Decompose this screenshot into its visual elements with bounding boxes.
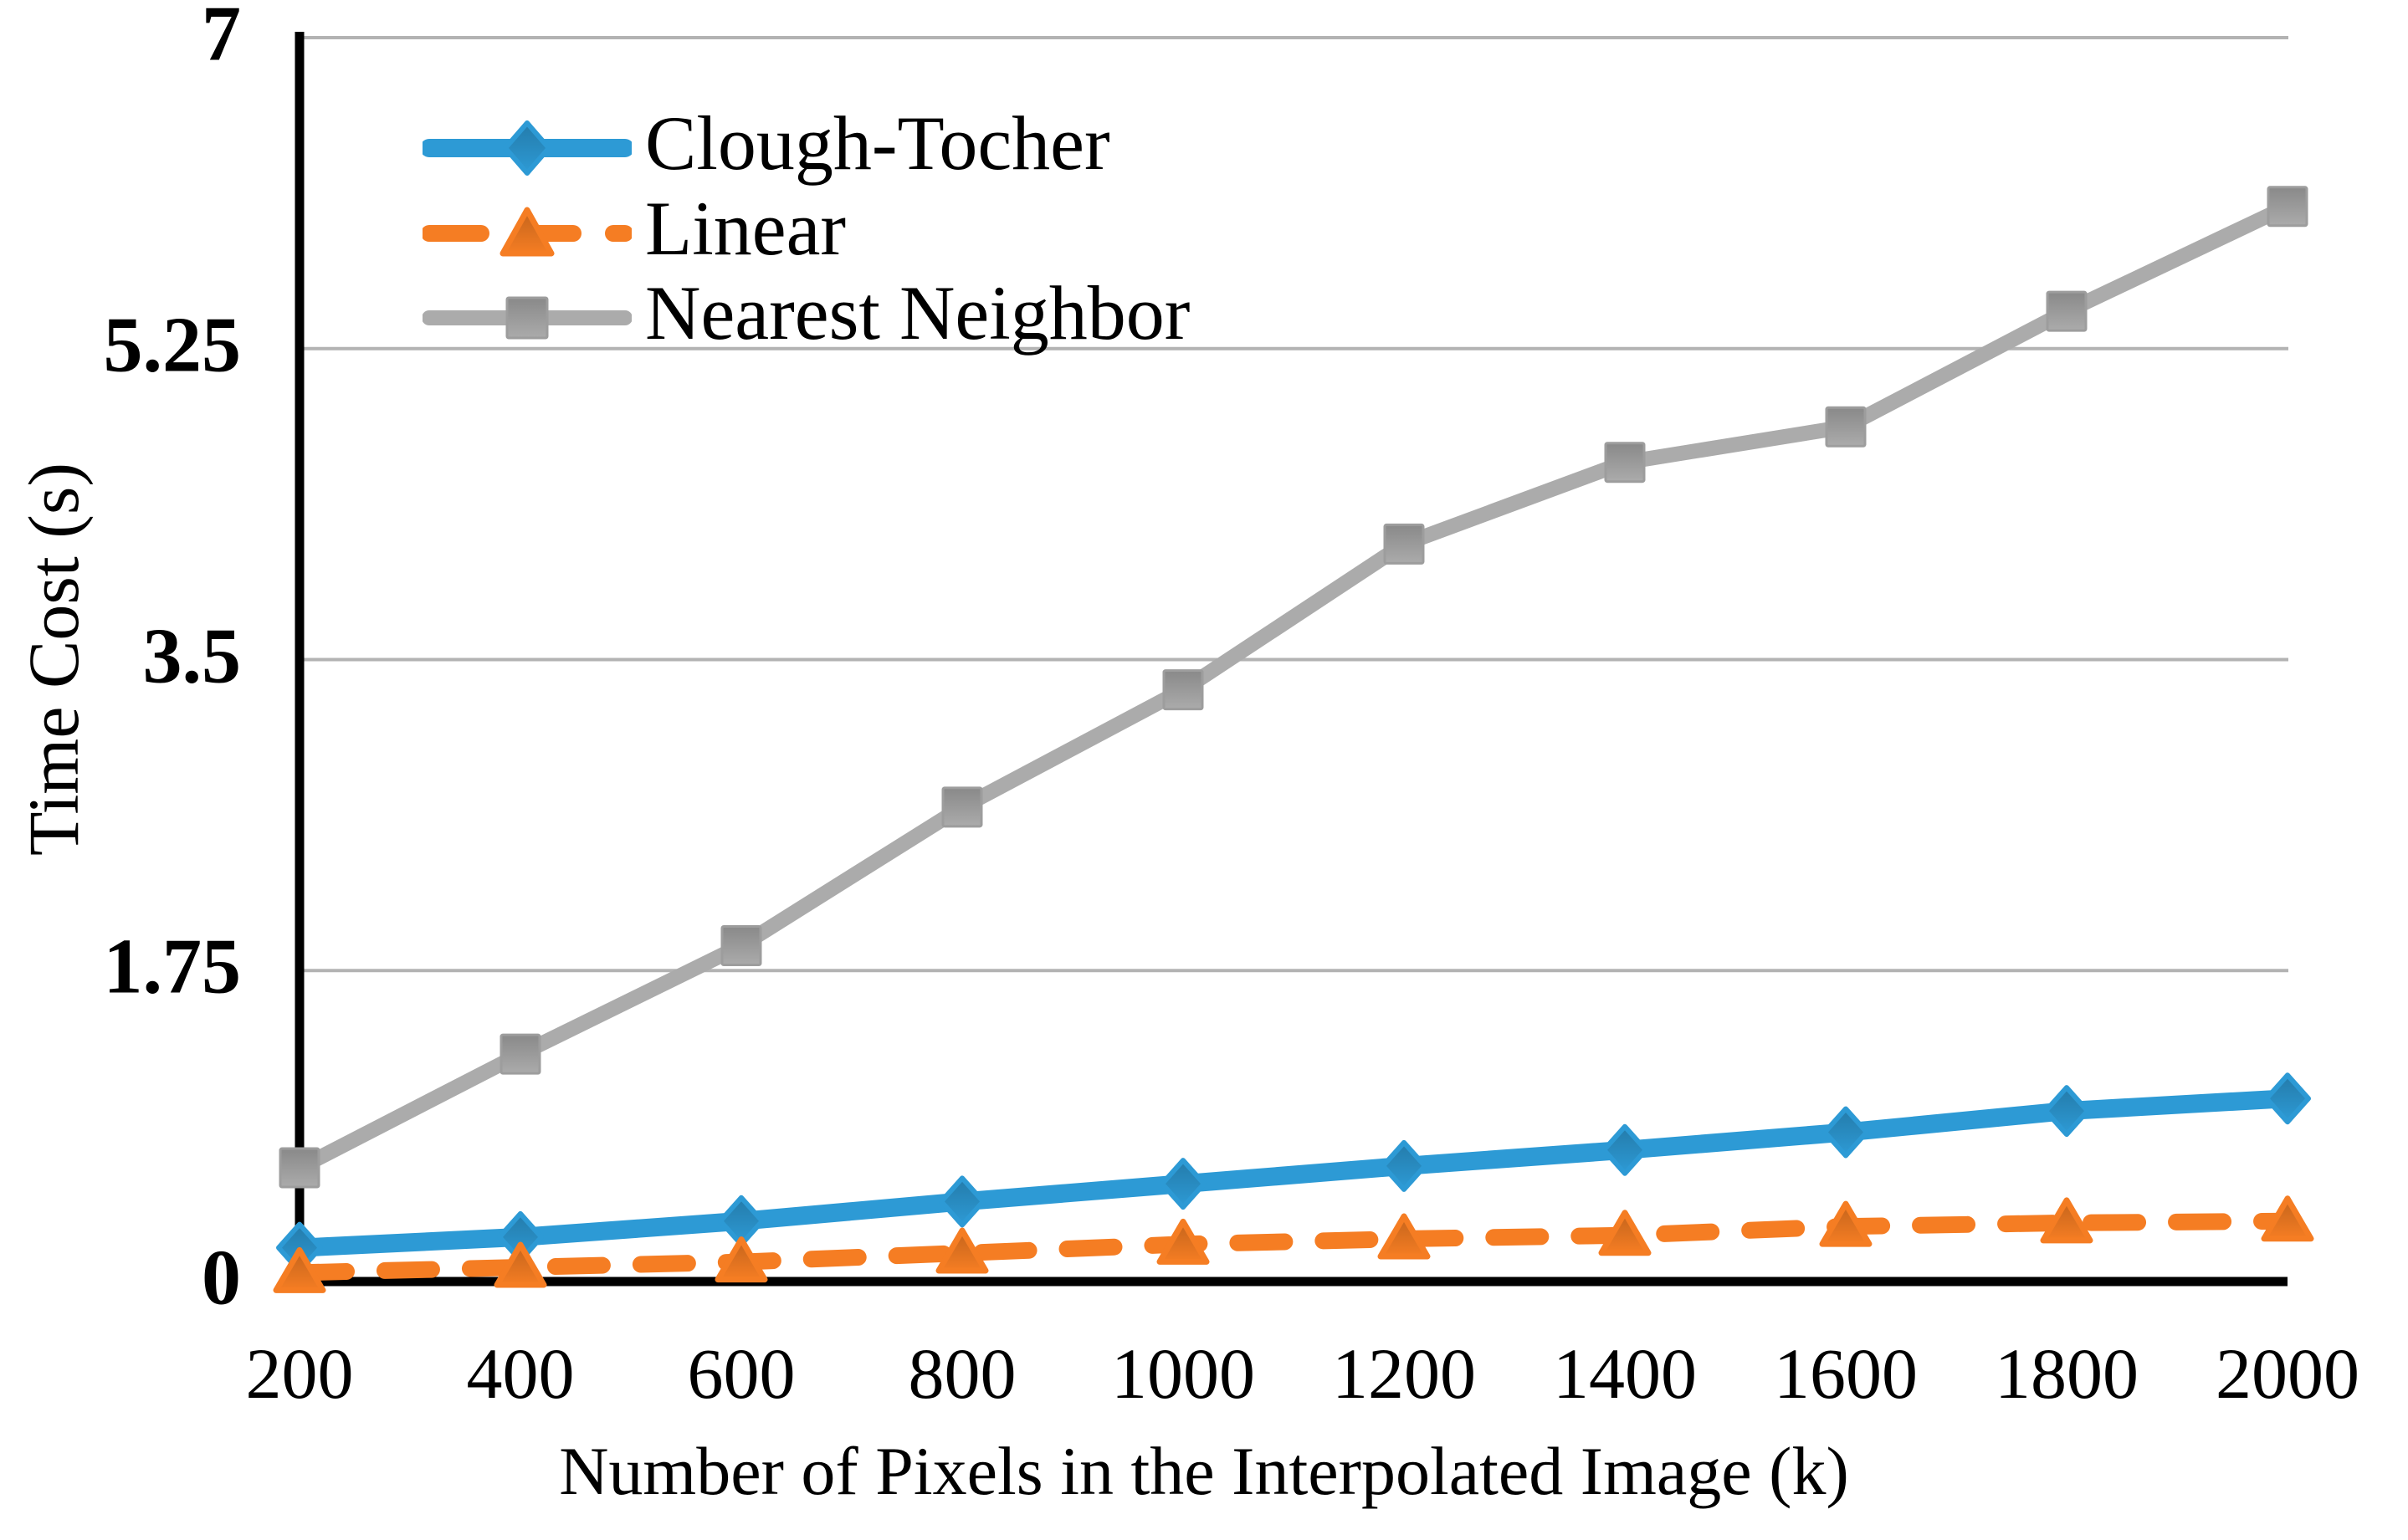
- square-marker: [500, 1033, 541, 1075]
- x-tick-label-1000: 1000: [1111, 1333, 1255, 1414]
- legend-item-linear: Linear: [423, 185, 846, 279]
- triangle-marker: [2261, 1195, 2314, 1242]
- x-tick-label-2000: 2000: [2216, 1333, 2359, 1414]
- triangle-marker: [273, 1246, 326, 1293]
- square-marker: [2046, 290, 2088, 332]
- legend-item-clough-tocher: Clough-Tocher: [423, 100, 1110, 193]
- y-tick-label-7: 7: [202, 0, 241, 78]
- legend-label-clough-tocher: Clough-Tocher: [645, 100, 1110, 186]
- square-marker: [941, 786, 983, 828]
- square-marker: [1383, 523, 1425, 565]
- series-nearest-neighbor: [279, 186, 2308, 1189]
- square-marker: [279, 1147, 320, 1189]
- diamond-marker: [2043, 1085, 2090, 1138]
- y-axis-title: Time Cost (s): [13, 463, 94, 856]
- triangle-marker: [1819, 1200, 1873, 1247]
- legend-swatch-clough-tocher: [423, 120, 632, 176]
- triangle-marker: [500, 207, 555, 257]
- triangle-marker: [494, 1241, 547, 1288]
- square-marker: [505, 296, 549, 340]
- y-tick-label-0: 0: [202, 1234, 241, 1322]
- series-linear: [273, 1195, 2314, 1293]
- axes: [295, 32, 2288, 1287]
- x-tick-label-1200: 1200: [1332, 1333, 1476, 1414]
- diamond-marker: [939, 1175, 986, 1228]
- legend-swatch-linear: [423, 207, 632, 257]
- legend-swatch-nearest-neighbor: [423, 296, 632, 340]
- y-tick-label-3.5: 3.5: [142, 612, 242, 700]
- triangle-marker: [1156, 1218, 1210, 1265]
- legend-label-linear: Linear: [645, 186, 847, 271]
- x-tick-label-800: 800: [908, 1333, 1017, 1414]
- square-marker: [720, 925, 762, 967]
- square-marker: [1162, 669, 1204, 711]
- diamond-marker: [1822, 1106, 1869, 1159]
- triangle-marker: [715, 1236, 768, 1283]
- x-tick-label-400: 400: [466, 1333, 575, 1414]
- legend-label-nearest-neighbor: Nearest Neighbor: [645, 270, 1191, 356]
- triangle-marker: [935, 1227, 989, 1274]
- square-marker: [2267, 186, 2308, 228]
- triangle-marker: [1377, 1213, 1431, 1260]
- diamond-marker: [1381, 1139, 1427, 1192]
- x-tick-label-200: 200: [245, 1333, 354, 1414]
- series-line-clough-tocher: [299, 1089, 2288, 1257]
- series-line-nearest-neighbor: [295, 199, 2291, 1175]
- triangle-marker: [2040, 1197, 2093, 1244]
- y-tick-label-5.25: 5.25: [103, 301, 242, 389]
- gridlines: [300, 36, 2288, 973]
- diamond-marker: [503, 120, 551, 176]
- x-tick-label-1400: 1400: [1553, 1333, 1697, 1414]
- x-tick-label-600: 600: [687, 1333, 796, 1414]
- series-clough-tocher: [276, 1072, 2311, 1274]
- series-line-linear: [291, 1212, 2296, 1282]
- x-axis-title: Number of Pixels in the Interpolated Ima…: [559, 1433, 1849, 1509]
- x-tick-label-1800: 1800: [1995, 1333, 2139, 1414]
- legend-item-nearest-neighbor: Nearest Neighbor: [423, 269, 1190, 363]
- y-tick-label-1.75: 1.75: [103, 923, 242, 1010]
- square-marker: [1825, 406, 1867, 448]
- x-tick-label-1600: 1600: [1774, 1333, 1918, 1414]
- diamond-marker: [1601, 1123, 1648, 1176]
- diamond-marker: [1160, 1158, 1207, 1210]
- diamond-marker: [2264, 1072, 2311, 1125]
- square-marker: [1604, 442, 1646, 483]
- triangle-marker: [1598, 1210, 1652, 1256]
